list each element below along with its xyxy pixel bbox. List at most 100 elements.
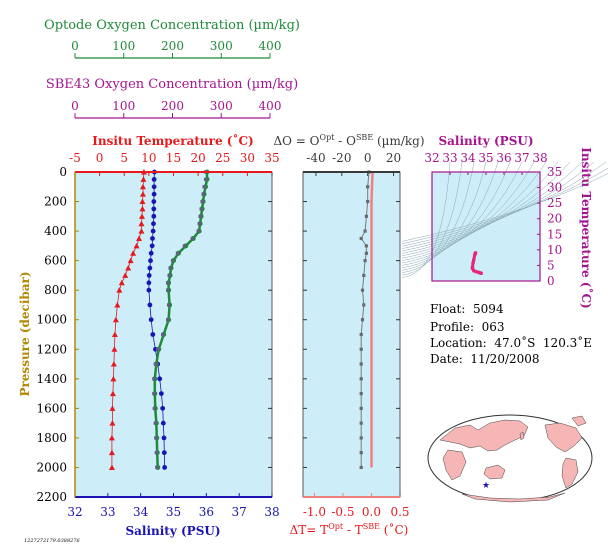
temperature-point bbox=[136, 235, 143, 241]
salinity-tick-label: 35 bbox=[166, 505, 181, 519]
temperature-point bbox=[109, 390, 116, 397]
delta-o-units: (µm/kg) bbox=[373, 134, 424, 148]
ts-panel-background bbox=[432, 172, 540, 281]
pressure-tick-label: 400 bbox=[44, 224, 67, 238]
salinity-point bbox=[150, 332, 156, 337]
pressure-tick-label: 1200 bbox=[36, 342, 67, 356]
sbe43-oxygen-point bbox=[202, 185, 206, 189]
sbe43-oxygen-point bbox=[182, 244, 186, 248]
pressure-tick-label: 200 bbox=[44, 195, 67, 209]
sbe43-oxygen-point bbox=[197, 222, 201, 226]
map-land-japan bbox=[519, 431, 525, 441]
delta-o-point bbox=[364, 214, 368, 218]
sbe43-oxygen-point bbox=[155, 465, 159, 470]
ts-salinity-tick-label: 38 bbox=[532, 151, 547, 165]
float-location-marker: ★ bbox=[482, 481, 490, 491]
temperature-tick-label: 15 bbox=[166, 151, 181, 165]
sbe43-oxygen-point bbox=[196, 229, 200, 233]
difference-panel-background bbox=[303, 172, 400, 497]
map-land-australia bbox=[483, 464, 506, 480]
delta-o-point bbox=[362, 273, 366, 278]
salinity-point bbox=[151, 213, 157, 219]
temperature-point bbox=[139, 198, 146, 205]
info-profile: Profile: 063 bbox=[430, 320, 505, 334]
delta-o-point bbox=[360, 288, 365, 292]
sbe43-axis-title: SBE43 Oxygen Concentration (µm/kg) bbox=[46, 77, 298, 92]
salinity-point bbox=[150, 228, 156, 234]
salinity-tick-label: 33 bbox=[100, 505, 115, 519]
difference-panel: ΔO = OOpt - OSBE (µm/kg) -40 -20 0 20 -1.0-… bbox=[273, 133, 424, 537]
sbe43-axis: SBE43 Oxygen Concentration (µm/kg) 0 100 2… bbox=[46, 77, 298, 119]
delta-t-line bbox=[370, 171, 374, 468]
temperature-point bbox=[122, 272, 129, 278]
temperature-point bbox=[138, 228, 145, 234]
salinity-axis-title: Salinity (PSU) bbox=[125, 524, 220, 538]
delta-o-point bbox=[359, 436, 363, 440]
salinity-point bbox=[161, 435, 167, 441]
pressure-tick-label: 800 bbox=[44, 283, 67, 297]
delta-t-units: (˚C) bbox=[380, 522, 408, 537]
temperature-point bbox=[111, 331, 118, 337]
delta-o-point bbox=[359, 236, 363, 241]
salinity-point bbox=[151, 176, 157, 182]
map-land-north-america bbox=[544, 422, 583, 453]
salinity-point bbox=[151, 191, 157, 197]
delta-o-title-mid: - O bbox=[334, 134, 356, 148]
ts-panel-frame bbox=[431, 171, 541, 282]
pressure-tick-label: 0 bbox=[59, 165, 67, 179]
delta-o-tick-label: -40 bbox=[306, 151, 325, 165]
ts-salinity-tick-label: 36 bbox=[496, 151, 511, 165]
ts-profile-point bbox=[471, 258, 476, 262]
sbe43-oxygen-point bbox=[190, 236, 194, 241]
ts-salinity-tick-label: 34 bbox=[460, 151, 476, 165]
ts-temperature-tick-label: 20 bbox=[547, 212, 562, 226]
delta-o-point bbox=[359, 451, 363, 455]
ts-temperature-tick-label: 15 bbox=[547, 227, 562, 241]
sbe43-oxygen-point bbox=[154, 436, 158, 440]
delta-o-point bbox=[359, 377, 363, 381]
sbe43-oxygen-point bbox=[170, 259, 175, 263]
pressure-tick-label: 1800 bbox=[36, 431, 67, 445]
temperature-tick-label: 20 bbox=[190, 151, 205, 165]
isopycnal-line bbox=[401, 161, 451, 278]
pressure-tick-label: 2000 bbox=[36, 460, 67, 474]
sbe43-oxygen-point bbox=[165, 281, 170, 285]
ts-temperature-tick-label: 5 bbox=[547, 258, 555, 272]
temperature-point bbox=[110, 375, 117, 382]
info-date: Date: 11/20/2008 bbox=[430, 352, 540, 366]
temperature-tick-label: -5 bbox=[69, 151, 81, 165]
salinity-tick-label: 37 bbox=[232, 505, 247, 519]
sbe43-oxygen-point bbox=[165, 318, 170, 322]
delta-t-title: ΔT= TOpt - TSBE (˚C) bbox=[290, 522, 409, 537]
ts-temperature-tick-label: 35 bbox=[547, 165, 562, 179]
delta-t-sup-opt: Opt bbox=[328, 522, 344, 531]
salinity-point bbox=[160, 405, 166, 411]
delta-o-sup-sbe: SBE bbox=[356, 133, 373, 142]
delta-o-point bbox=[359, 362, 363, 366]
delta-t-title-mid: - T bbox=[343, 523, 363, 537]
delta-o-tick-label: -20 bbox=[332, 151, 351, 165]
salinity-point bbox=[150, 236, 155, 241]
salinity-point bbox=[160, 420, 166, 426]
delta-o-title-main: ΔO = O bbox=[273, 134, 319, 148]
optode-axis-tick-label: 0 bbox=[71, 39, 79, 53]
pressure-tick-label: 1600 bbox=[36, 401, 67, 415]
isopycnal-line bbox=[401, 161, 547, 259]
salinity-point bbox=[147, 265, 153, 271]
salinity-point bbox=[147, 302, 153, 308]
delta-o-point bbox=[359, 421, 363, 425]
delta-t-tick-label: 0.0 bbox=[362, 505, 381, 519]
delta-t-tick-label: 0.5 bbox=[390, 505, 409, 519]
temperature-tick-label: 10 bbox=[141, 151, 156, 165]
delta-o-tick-label: 20 bbox=[386, 151, 401, 165]
salinity-point bbox=[148, 258, 153, 264]
isopycnal-line bbox=[401, 161, 487, 271]
sbe43-oxygen-point bbox=[175, 251, 180, 255]
sbe43-axis-tick-label: 200 bbox=[161, 99, 184, 113]
info-float: Float: 5094 bbox=[430, 302, 504, 316]
pressure-tick-label: 1000 bbox=[36, 313, 67, 327]
delta-o-point bbox=[359, 465, 363, 470]
salinity-point bbox=[158, 391, 164, 396]
temperature-point bbox=[109, 420, 116, 426]
